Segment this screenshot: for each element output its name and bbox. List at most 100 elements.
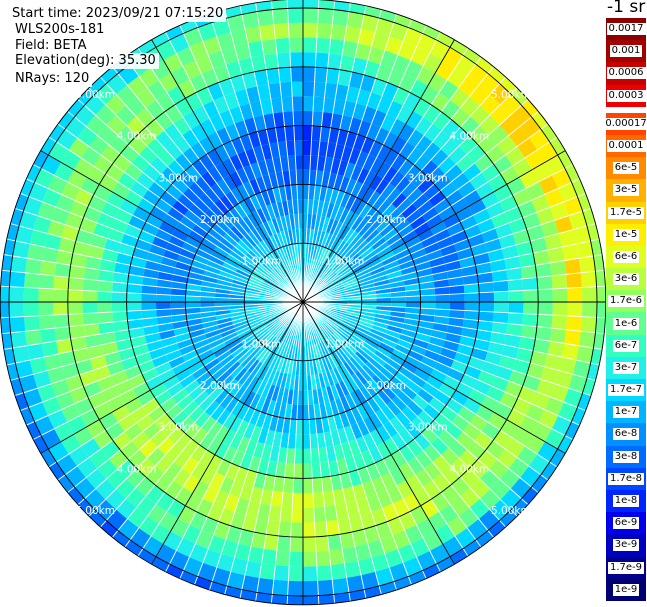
beta-cell [245,252,260,265]
beta-cell [263,113,276,130]
beta-cell [200,467,217,486]
beta-cell [182,187,200,204]
beta-cell [369,429,384,447]
beta-cell [127,274,144,286]
range-ring-label: 2.00km [200,214,240,226]
beta-cell [173,135,191,154]
beta-cell [463,48,481,65]
beta-cell [441,465,461,485]
beta-cell [554,370,573,389]
beta-cell [234,242,249,256]
range-ring-label: 2.00km [366,214,406,226]
beta-cell [356,167,370,185]
beta-cell [204,232,220,246]
beta-cell [342,546,359,564]
beta-cell [318,141,329,157]
beta-cell [158,368,176,383]
ray-separator [302,301,506,528]
beta-cell [256,380,268,397]
beta-cell [463,539,481,556]
beta-cell [316,246,325,261]
beta-cell [51,379,70,397]
beta-cell [374,350,390,363]
beta-cell [581,286,597,302]
beta-cell [26,421,42,440]
beta-cell [460,215,478,231]
beta-cell [141,293,157,302]
beta-cell [371,553,390,572]
beta-cell [240,2,258,15]
beta-cell [337,327,351,340]
beta-cell [487,341,505,356]
beta-cell [303,213,308,229]
beta-cell [255,0,273,12]
beta-cell [451,107,471,128]
beta-cell [318,342,327,357]
beta-cell [344,283,360,291]
beta-cell [491,269,508,283]
beta-cell [198,348,214,361]
beta-cell [275,371,284,388]
beta-cell [329,284,345,292]
beta-cell [530,350,548,367]
beta-cell [0,317,11,334]
beta-cell [379,366,395,381]
ray-separator [137,47,304,303]
beta-cell [170,295,186,302]
beta-cell [311,125,322,142]
beta-cell [392,530,411,550]
beta-cell [352,331,367,343]
beta-cell [375,370,391,386]
beta-cell [229,432,244,450]
beta-cell [116,338,133,352]
beta-cell [303,522,316,538]
beta-cell [136,172,155,190]
beta-cell [538,409,559,429]
beta-cell [400,265,417,276]
beta-cell [194,576,213,590]
beta-cell [198,136,215,155]
beta-cell [257,503,271,520]
beta-cell [303,184,310,200]
beta-cell [449,87,470,108]
beta-cell [9,271,26,288]
beta-cell [391,154,407,172]
beta-cell [333,413,344,430]
beta-cell [350,422,363,440]
beta-cell [222,331,238,343]
beta-cell [449,285,465,295]
beta-cell [262,238,274,253]
beta-cell [266,188,277,205]
ray-separator [302,301,549,481]
beta-cell [426,375,444,391]
beta-cell [256,207,268,224]
beta-cell [318,594,335,605]
beta-cell [106,191,125,209]
beta-cell [235,268,251,279]
beta-cell [351,57,368,75]
beta-cell [275,324,286,338]
colorbar-swatch: 1.7e-7 [606,379,646,402]
beta-cell [312,229,319,245]
beta-cell [117,459,137,479]
beta-cell [232,279,248,287]
instrument-label: WLS200s-181 [12,22,108,38]
beta-cell [33,435,49,454]
beta-cell [340,244,353,259]
beta-cell [322,371,331,388]
beta-cell [332,258,345,271]
beta-cell [342,486,357,504]
beta-cell [280,231,288,247]
beta-cell [251,532,267,549]
beta-cell [357,348,372,362]
beta-cell [252,324,267,335]
ray-separator [302,301,367,599]
beta-cell [111,291,127,302]
beta-cell [259,349,271,364]
beta-cell [198,243,214,256]
beta-cell [332,221,344,237]
beta-cell [51,207,70,225]
beta-cell [535,262,552,278]
beta-cell [150,382,168,399]
beta-cell [376,442,392,460]
